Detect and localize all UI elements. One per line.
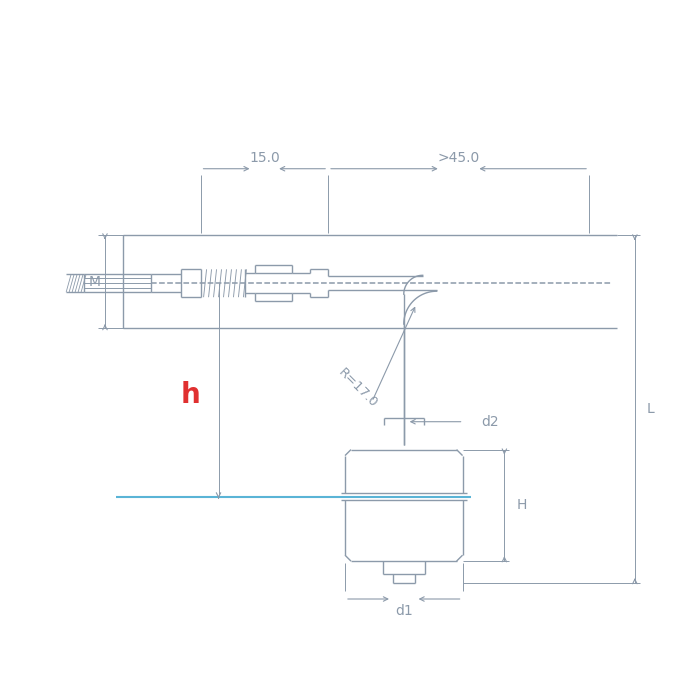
Text: R=17.0: R=17.0 — [336, 366, 380, 410]
Text: H: H — [517, 498, 527, 512]
Text: >45.0: >45.0 — [438, 151, 480, 165]
Text: d2: d2 — [482, 415, 499, 429]
Text: h: h — [181, 381, 200, 409]
Text: M: M — [89, 275, 101, 289]
Text: L: L — [647, 402, 655, 416]
Text: 15.0: 15.0 — [249, 151, 280, 165]
Text: d1: d1 — [395, 604, 413, 618]
